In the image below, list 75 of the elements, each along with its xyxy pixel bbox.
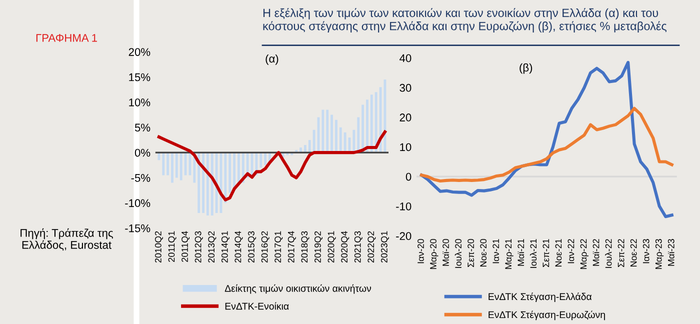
x-tick-label: Μαϊ-20: [442, 239, 449, 266]
y-tick-label: -15%: [125, 224, 150, 232]
y-tick-label: 30: [400, 84, 412, 92]
bar: [362, 104, 364, 153]
x-tick-label: 2011Q1: [168, 231, 176, 262]
x-tick-label: Ιουλ-20: [454, 239, 462, 268]
chart-title: (β): [520, 63, 532, 74]
x-tick-label: 2013Q2: [208, 231, 216, 263]
x-tick-label: 2014Q4: [234, 231, 243, 263]
x-tick-label: Μαϊ-22: [592, 239, 600, 266]
bar: [233, 152, 236, 188]
x-tick-label: Μαϊ-23: [668, 239, 674, 266]
y-tick-label: 5%: [134, 124, 150, 132]
bar: [264, 152, 267, 166]
y-tick-label: 0%: [134, 148, 150, 157]
x-tick-label: Ιαν-22: [568, 239, 574, 264]
x-tick-label: Νοε-20: [480, 239, 487, 267]
x-tick-label: Ιουλ-22: [605, 239, 612, 268]
x-tick-label: 2018Q3: [301, 231, 310, 263]
y-tick-label: 20: [400, 114, 412, 122]
x-tick-label: 2020Q1: [328, 231, 336, 263]
y-tick-label: 20%: [128, 48, 150, 56]
x-tick-label: 2010Q2: [154, 231, 163, 263]
x-tick-label: 2015Q3: [248, 231, 256, 263]
line-series: [420, 60, 674, 218]
text: ΓΡΑΦΗΜΑ 1: [36, 34, 97, 42]
x-tick-label: 2019Q2: [314, 231, 323, 263]
bar: [366, 100, 368, 153]
bar: [339, 127, 342, 153]
x-tick-label: Μαρ-21: [505, 239, 514, 269]
x-tick-label: Σεπ-20: [468, 239, 474, 268]
x-tick-label: 2016Q2: [261, 231, 270, 263]
y-tick-label: 40: [400, 54, 412, 62]
bar: [330, 114, 333, 153]
line-series: [420, 106, 674, 183]
legend-label: Δείκτης τιμών οικιστικών ακινήτων: [224, 284, 372, 294]
y-tick-label: 10: [400, 143, 412, 152]
x-tick-label: 2012Q3: [194, 231, 203, 263]
bar: [202, 152, 204, 213]
x-tick-label: Ιαν-20: [418, 239, 424, 264]
x-tick-label: 2011Q4: [182, 231, 190, 262]
legend-label: ΕνΔΤΚ Στέγαση-Ευρωζώνη: [488, 310, 605, 320]
y-tick-label: -5%: [131, 174, 150, 182]
x-tick-label: Νοε-21: [555, 239, 562, 267]
y-tick-label: 10%: [129, 98, 150, 106]
x-tick-label: 2021Q3: [354, 231, 362, 263]
y-tick-label: 15%: [129, 73, 150, 82]
x-tick-label: Ιαν-21: [492, 239, 500, 264]
text: Πηγή: Τράπεζα της Ελλάδος, Eurostat: [20, 228, 113, 251]
y-tick-label: -10%: [125, 199, 150, 208]
y-tick-label: -20: [396, 232, 412, 240]
x-tick-label: Μαϊ-21: [518, 239, 524, 266]
x-tick-label: 2017Q4: [288, 231, 296, 263]
legend-label: ΕνΔΤΚ-Ενοίκια: [225, 302, 289, 310]
x-tick-label: Μαρ-22: [580, 239, 588, 269]
legend-label: ΕνΔΤΚ Στέγαση-Ελλάδα: [488, 292, 592, 302]
bar: [334, 120, 338, 153]
x-tick-label: Μαρ-20: [430, 239, 438, 269]
x-tick-label: Σεπ-21: [542, 239, 550, 268]
chart-subtitle: (α): [266, 54, 278, 65]
x-tick-label: Μαρ-23: [655, 239, 664, 269]
text: Η εξέλιξη των τιμών των κατοικιών και των ενοικίων στην Ελλάδα (α) και του κόστους στέγασης στην Ελλάδα και στην Ευρωζώνη (β), ετήσιες % μεταβολές: [263, 8, 667, 33]
line-series: [157, 130, 386, 202]
x-tick-label: 2017Q1: [274, 231, 283, 263]
x-tick-label: 2020Q4: [341, 231, 350, 263]
x-tick-label: 2023Q1: [380, 231, 389, 263]
x-tick-label: Σεπ-22: [618, 239, 624, 268]
bar: [171, 152, 174, 183]
x-tick-label: 2014Q1: [221, 231, 230, 263]
x-tick-label: Ιαν-23: [642, 239, 650, 264]
y-tick-label: 0: [406, 172, 412, 181]
x-tick-label: 2022Q2: [368, 231, 376, 263]
x-tick-label: Ιουλ-21: [530, 239, 537, 268]
y-tick-label: -10: [396, 202, 412, 210]
x-tick-label: Νοε-22: [630, 239, 637, 267]
